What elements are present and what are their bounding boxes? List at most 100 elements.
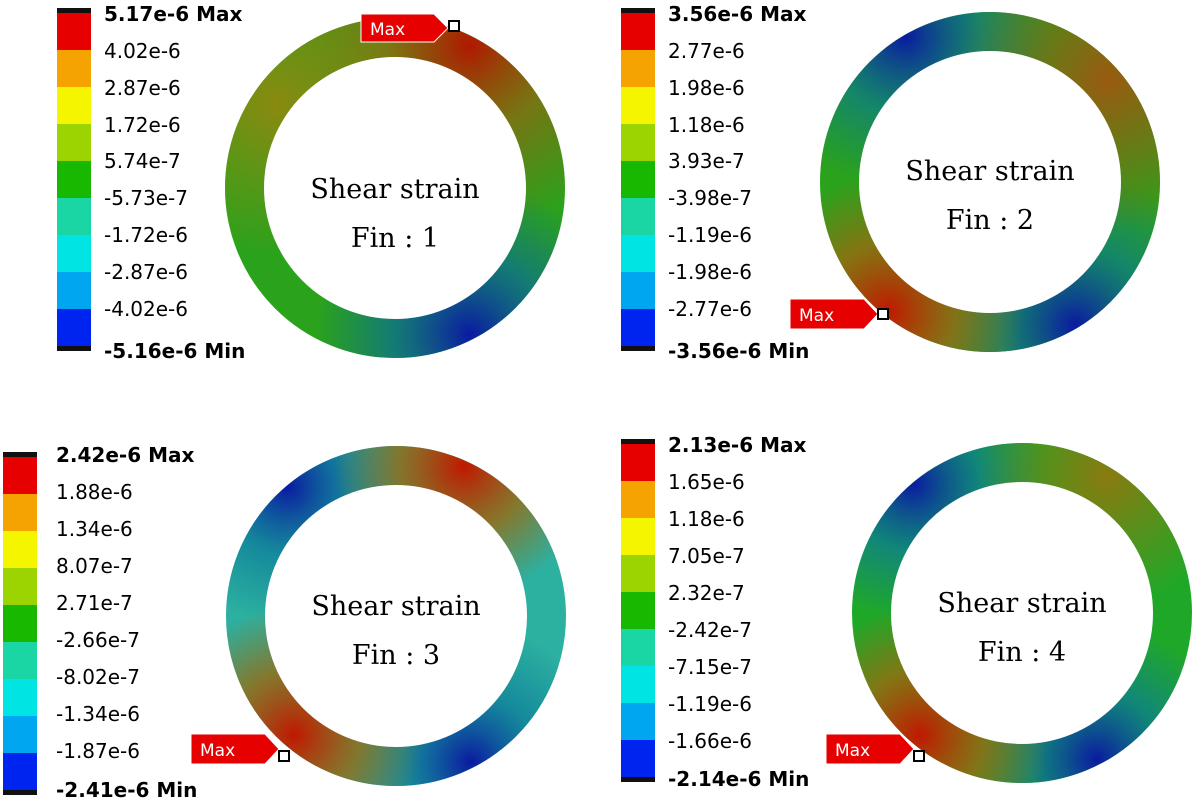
- legend-swatch: [57, 124, 91, 162]
- ring-subtitle: Fin : 1: [351, 223, 439, 254]
- ring-title: Shear strain: [937, 588, 1106, 619]
- legend-swatch: [621, 555, 655, 593]
- legend-tick: 3.93e-7: [668, 149, 745, 173]
- legend-fin-4: 2.13e-6 Max 1.65e-6 1.18e-6 7.05e-7 2.32…: [621, 433, 809, 791]
- legend-swatch: [621, 592, 655, 630]
- legend-swatch: [621, 161, 655, 199]
- legend-tick: -1.66e-6: [668, 729, 752, 753]
- legend-swatches: [621, 444, 655, 778]
- legend-swatch: [3, 457, 37, 495]
- max-marker-label: Max: [835, 741, 870, 761]
- legend-tick: -3.98e-7: [668, 186, 752, 210]
- legend-tick: -7.15e-7: [668, 655, 752, 679]
- panel-fin-4: 2.13e-6 Max 1.65e-6 1.18e-6 7.05e-7 2.32…: [621, 433, 1192, 791]
- legend-tick: 2.87e-6: [104, 76, 181, 100]
- legend-max-label: 3.56e-6 Max: [668, 2, 806, 26]
- legend-swatch: [621, 444, 655, 482]
- legend-swatch: [621, 481, 655, 519]
- legend-tick: 7.05e-7: [668, 544, 745, 568]
- max-marker-label: Max: [200, 741, 235, 761]
- legend-tick: 1.98e-6: [668, 76, 745, 100]
- legend-swatch: [621, 124, 655, 162]
- legend-max-label: 2.42e-6 Max: [56, 443, 194, 467]
- legend-max-label: 5.17e-6 Max: [104, 2, 242, 26]
- legend-swatch: [621, 13, 655, 51]
- max-marker-label: Max: [370, 20, 405, 40]
- legend-swatches: [57, 13, 91, 347]
- legend-fin-3: 2.42e-6 Max 1.88e-6 1.34e-6 8.07e-7 2.71…: [3, 443, 197, 802]
- legend-tick: 1.18e-6: [668, 113, 745, 137]
- legend-swatches: [3, 457, 37, 791]
- legend-tick: -1.87e-6: [56, 739, 140, 763]
- strain-ring-fin-1: [225, 18, 565, 358]
- legend-min-label: -2.14e-6 Min: [668, 767, 809, 791]
- legend-swatch: [57, 50, 91, 88]
- max-marker-label: Max: [799, 306, 834, 326]
- legend-fin-1: 5.17e-6 Max 4.02e-6 2.87e-6 1.72e-6 5.74…: [57, 2, 245, 363]
- legend-swatch: [57, 272, 91, 310]
- legend-tick: -1.34e-6: [56, 702, 140, 726]
- legend-tick: 2.77e-6: [668, 39, 745, 63]
- panel-fin-1: 5.17e-6 Max 4.02e-6 2.87e-6 1.72e-6 5.74…: [57, 2, 565, 363]
- legend-swatch: [57, 13, 91, 51]
- strain-ring-fin-4: [852, 443, 1192, 783]
- legend-tick: 1.88e-6: [56, 480, 133, 504]
- legend-tick: 1.34e-6: [56, 517, 133, 541]
- ring-title: Shear strain: [310, 174, 479, 205]
- legend-tick: -1.98e-6: [668, 260, 752, 284]
- legend-tick: 2.32e-7: [668, 581, 745, 605]
- legend-tick: 1.65e-6: [668, 470, 745, 494]
- ring-subtitle: Fin : 3: [352, 640, 440, 671]
- legend-swatch: [621, 740, 655, 778]
- legend-swatch: [57, 198, 91, 236]
- legend-fin-2: 3.56e-6 Max 2.77e-6 1.98e-6 1.18e-6 3.93…: [621, 2, 809, 363]
- legend-tick: -1.19e-6: [668, 692, 752, 716]
- legend-tick: 1.18e-6: [668, 507, 745, 531]
- legend-tick: -2.77e-6: [668, 297, 752, 321]
- legend-swatch: [3, 679, 37, 717]
- legend-tick: -2.66e-7: [56, 628, 140, 652]
- legend-swatch: [621, 309, 655, 347]
- legend-swatch: [57, 235, 91, 273]
- legend-tick: -1.19e-6: [668, 223, 752, 247]
- panel-fin-3: 2.42e-6 Max 1.88e-6 1.34e-6 8.07e-7 2.71…: [3, 443, 566, 802]
- max-marker: Max: [825, 733, 925, 765]
- legend-tick: 5.74e-7: [104, 149, 181, 173]
- legend-swatches: [621, 13, 655, 347]
- legend-swatch: [621, 518, 655, 556]
- legend-swatch: [3, 568, 37, 606]
- panel-fin-2: 3.56e-6 Max 2.77e-6 1.98e-6 1.18e-6 3.93…: [621, 2, 1160, 363]
- max-marker: Max: [789, 298, 889, 330]
- max-marker: Max: [360, 13, 460, 43]
- legend-swatch: [3, 716, 37, 754]
- legend-swatch: [621, 50, 655, 88]
- legend-swatch: [3, 494, 37, 532]
- legend-tick: -2.87e-6: [104, 260, 188, 284]
- legend-swatch: [57, 161, 91, 199]
- legend-tick: -1.72e-6: [104, 223, 188, 247]
- legend-tick: -2.42e-7: [668, 618, 752, 642]
- legend-swatch: [621, 666, 655, 704]
- legend-swatch: [57, 309, 91, 347]
- legend-swatch: [621, 629, 655, 667]
- legend-tick: 1.72e-6: [104, 113, 181, 137]
- strain-ring-fin-3: [226, 446, 566, 786]
- max-marker: Max: [190, 733, 290, 765]
- legend-min-label: -2.41e-6 Min: [56, 778, 197, 802]
- legend-min-label: -3.56e-6 Min: [668, 339, 809, 363]
- ring-subtitle: Fin : 2: [946, 205, 1034, 236]
- legend-tick: -5.73e-7: [104, 186, 188, 210]
- legend-swatch: [3, 753, 37, 791]
- legend-tick: 8.07e-7: [56, 554, 133, 578]
- legend-swatch: [3, 605, 37, 643]
- ring-subtitle: Fin : 4: [978, 637, 1066, 668]
- ring-title: Shear strain: [905, 156, 1074, 187]
- strain-ring-fin-2: [820, 12, 1160, 352]
- legend-swatch: [621, 235, 655, 273]
- legend-swatch: [3, 642, 37, 680]
- legend-tick: 2.71e-7: [56, 591, 133, 615]
- legend-swatch: [621, 272, 655, 310]
- ring-title: Shear strain: [311, 591, 480, 622]
- legend-min-label: -5.16e-6 Min: [104, 339, 245, 363]
